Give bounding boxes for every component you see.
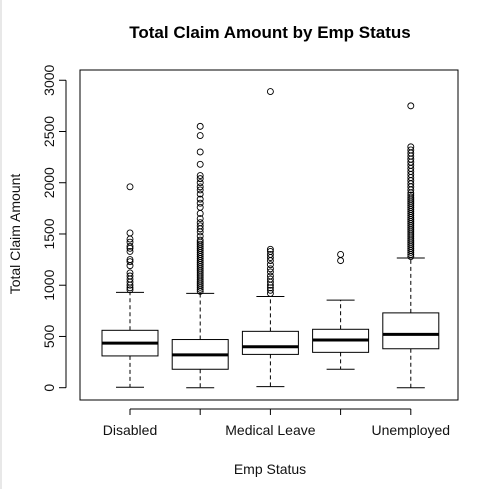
outlier-point (126, 272, 134, 280)
outlier-point (126, 258, 134, 266)
outlier-point (196, 195, 204, 203)
left-edge-border (0, 0, 2, 489)
outlier-point (126, 247, 134, 255)
outlier-point (266, 247, 274, 255)
outlier-point (196, 148, 204, 156)
outlier-point (126, 229, 134, 237)
x-axis: Disabled Medical Leave Unemployed (103, 408, 450, 438)
iqr-box (241, 330, 299, 355)
box-medical-leave (241, 88, 299, 388)
outlier-point (266, 286, 274, 294)
outlier-point (266, 272, 274, 280)
outlier-point (407, 193, 415, 201)
chart-title: Total Claim Amount by Emp Status (129, 23, 410, 42)
y-tick-label: 2500 (41, 116, 57, 147)
outlier-point (266, 251, 274, 258)
outlier-point (196, 183, 204, 191)
box-employed (171, 122, 229, 389)
outlier-point (266, 88, 274, 95)
y-axis: 0 500 1000 1500 2000 2500 3000 (41, 64, 67, 392)
outlier-point (266, 265, 274, 273)
box-disabled (101, 183, 159, 388)
x-tick-label: Unemployed (371, 422, 450, 438)
outlier-point (196, 236, 204, 244)
outlier-point (196, 219, 204, 227)
outlier-point (407, 143, 415, 151)
outlier-point (126, 238, 134, 246)
outlier-point (196, 203, 204, 211)
outlier-point (196, 172, 204, 180)
outlier-point (407, 146, 415, 154)
outlier-point (126, 286, 134, 294)
box-unemployed (382, 102, 440, 389)
plot-frame (79, 69, 459, 401)
outlier-point (196, 179, 204, 187)
outlier-point (196, 132, 204, 140)
outlier-point (266, 268, 274, 276)
outlier-point (196, 215, 204, 223)
outlier-point (196, 122, 204, 130)
y-tick-label: 1500 (41, 218, 57, 249)
y-axis-label: Total Claim Amount (7, 174, 23, 295)
outlier-point (196, 190, 204, 198)
box-retired (312, 251, 370, 370)
outlier-point (126, 242, 134, 250)
outlier-point (196, 175, 204, 183)
outlier-point (126, 256, 134, 264)
y-tick-label: 3000 (41, 64, 57, 95)
outlier-point (196, 199, 204, 207)
outlier-point (126, 269, 134, 277)
outlier-point (337, 251, 345, 258)
outlier-point (196, 222, 204, 230)
outlier-point (266, 261, 274, 269)
outlier-point (407, 191, 415, 199)
y-tick-label: 0 (41, 384, 57, 392)
boxes-group (101, 88, 440, 389)
outlier-point (196, 232, 204, 240)
y-tick-label: 500 (41, 325, 57, 349)
x-tick-label: Medical Leave (225, 422, 315, 438)
outlier-point (126, 183, 134, 191)
outlier-point (196, 186, 204, 194)
y-tick-label: 1000 (41, 269, 57, 300)
outlier-point (196, 240, 204, 248)
outlier-point (196, 160, 204, 168)
x-axis-label: Emp Status (234, 461, 306, 477)
y-tick-label: 2000 (41, 167, 57, 198)
outlier-point (407, 102, 415, 110)
iqr-box (382, 312, 440, 350)
outlier-point (266, 245, 274, 253)
outlier-point (266, 275, 274, 283)
x-tick-label: Disabled (103, 422, 157, 438)
outlier-point (337, 257, 345, 265)
